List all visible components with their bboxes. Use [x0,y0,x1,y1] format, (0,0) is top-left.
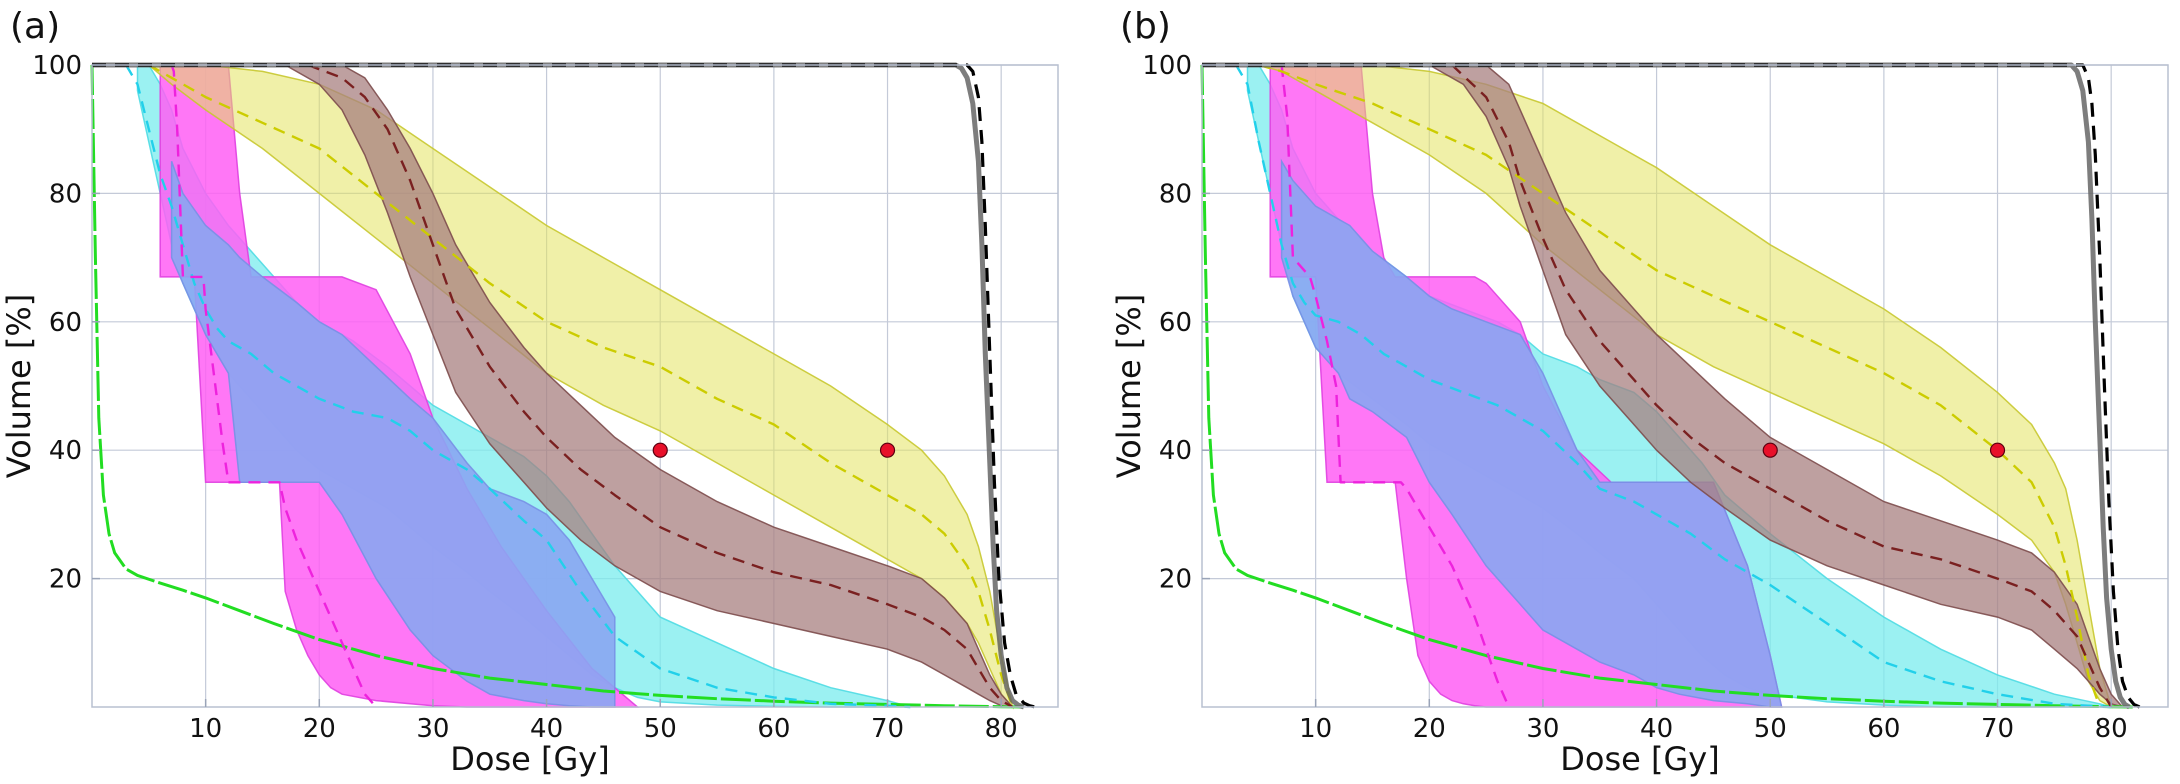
yellow-series-line [1258,63,2101,708]
plot-frame [91,64,1059,708]
marker-point [1762,442,1778,458]
marker-point [879,442,896,458]
x-tick-label: 30 [416,714,449,744]
y-tick-label: 100 [1142,51,1192,81]
brown-series-line [1451,64,2113,708]
x-axis-label: Dose [Gy] [450,740,609,778]
green-series-line [1200,64,2134,709]
x-tick-label: 70 [871,714,904,744]
black-series-line [92,63,1036,709]
x-tick-label: 20 [1413,714,1446,744]
x-tick-label: 20 [303,714,336,744]
y-axis-label: Volume [%] [1110,294,1148,479]
cyan-series-line [1235,64,2112,709]
plot-frame [1201,64,2169,708]
x-tick-label: 10 [1299,714,1332,744]
x-tick-label: 30 [1526,714,1559,744]
x-tick-label: 10 [189,714,222,744]
gray-series-line [92,62,1025,710]
y-tick-label: 40 [1159,436,1192,466]
y-tick-label: 20 [49,565,82,595]
x-axis-label: Dose [Gy] [1560,740,1719,778]
magenta-series-line [170,64,377,708]
x-tick-label: 60 [1867,714,1900,744]
marker-point [1989,442,2006,458]
y-tick-label: 60 [1159,308,1192,338]
x-tick-label: 80 [985,714,1018,744]
panel-label: (b) [1120,6,1171,47]
y-tick-label: 40 [49,436,82,466]
y-axis-label: Volume [%] [0,294,38,479]
x-tick-label: 50 [1754,714,1787,744]
panel-b: 10 20 30 40 50 60 70 80 20 40 60 80 100 Dose [Gy] Volu… [1110,6,2169,778]
cyan-series-line [125,64,911,709]
x-tick-label: 50 [644,714,677,744]
x-tick-label: 70 [1981,714,2014,744]
panel-label: (a) [10,6,60,47]
x-tick-label: 40 [530,714,563,744]
y-tick-label: 80 [49,179,82,209]
y-tick-label: 60 [49,308,82,338]
gray-series-line [1202,62,2131,710]
y-tick-label: 100 [32,51,82,81]
y-tick-label: 20 [1159,565,1192,595]
x-tick-label: 60 [757,714,790,744]
x-tick-label: 80 [2095,714,2128,744]
x-tick-label: 40 [1640,714,1673,744]
yellow-series-line [148,63,1014,708]
magenta-series-line [1280,64,1510,708]
black-series-line [1202,63,2141,709]
marker-point [652,442,668,458]
y-tick-label: 80 [1159,179,1192,209]
panel-a: 10 20 30 40 50 60 70 80 20 40 60 80 100 Dose [Gy] Volu… [0,6,1059,778]
